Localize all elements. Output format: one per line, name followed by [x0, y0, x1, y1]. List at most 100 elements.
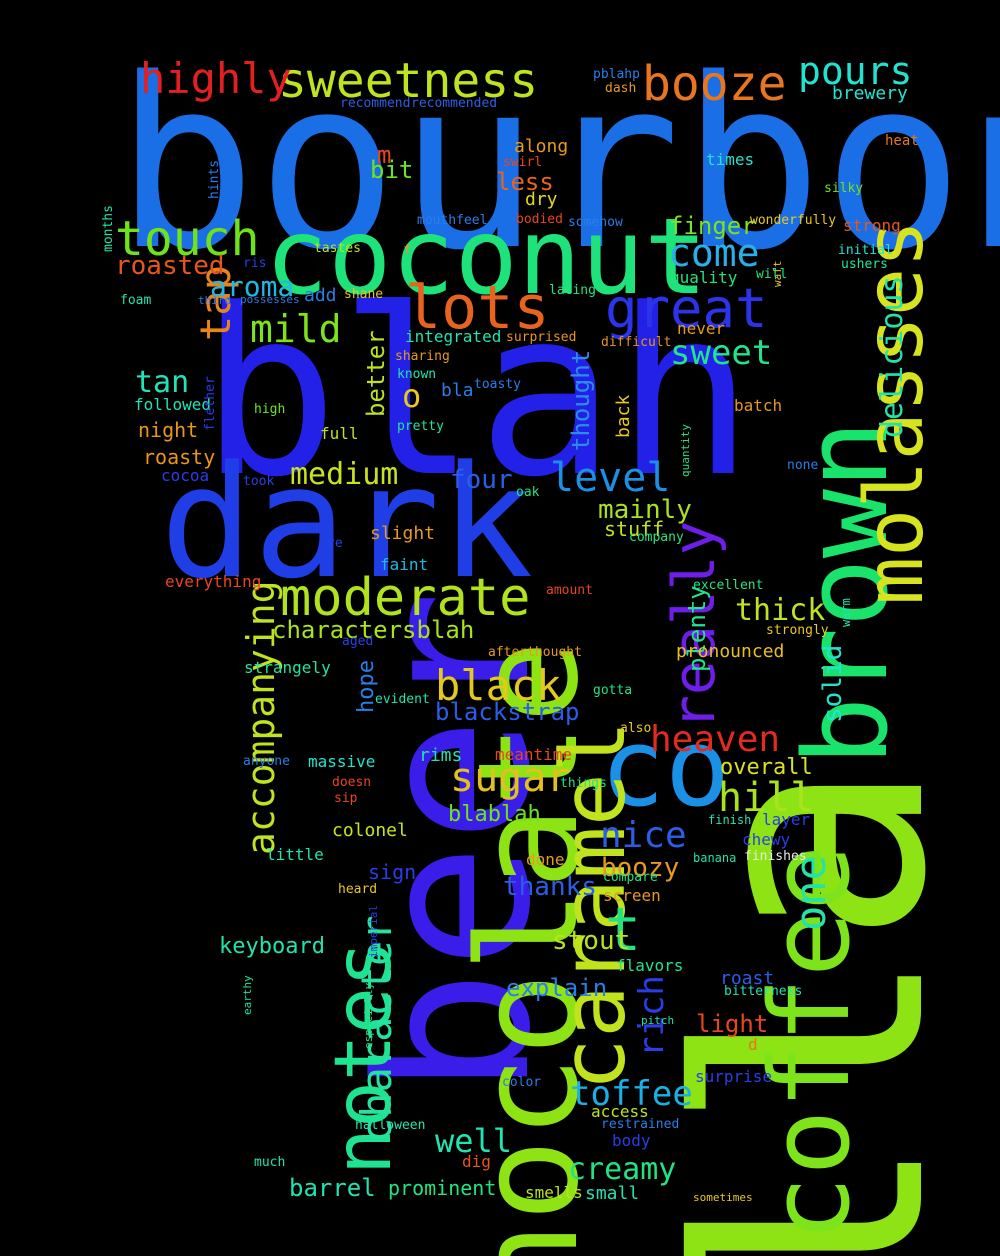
word-compare: compare	[603, 870, 658, 885]
word-sharing: sharing	[395, 349, 450, 364]
word-full: full	[320, 424, 359, 443]
word-pretty: pretty	[397, 419, 444, 434]
word-well: well	[435, 1122, 513, 1160]
word-medium: medium	[290, 457, 399, 492]
word-bit: bit	[370, 156, 414, 184]
word-imperial: imperial	[367, 905, 380, 958]
word-surprise: surprise	[695, 1067, 773, 1086]
word-none: none	[787, 458, 819, 473]
word-roasty: roasty	[143, 445, 216, 469]
word-earthy: earthy	[241, 975, 254, 1015]
word-thick: thick	[735, 593, 826, 628]
word-pitch: pitch	[641, 1014, 675, 1027]
word-hints: hints	[207, 159, 222, 199]
word-access: access	[591, 1102, 649, 1121]
word-touch: touch	[115, 211, 260, 267]
word-recommended: recommended	[411, 96, 498, 111]
word-ris: ris	[243, 256, 267, 271]
word-ushers: ushers	[841, 257, 888, 272]
word-lacing: lacing	[549, 283, 596, 298]
word-shane: shane	[344, 287, 384, 302]
word-thanks: thanks	[503, 872, 597, 902]
word-faint: faint	[380, 555, 429, 574]
word-heard: heard	[338, 882, 378, 897]
word-quantity: quantity	[679, 424, 692, 477]
word-heaven: heaven	[650, 719, 781, 760]
word-never: never	[677, 319, 726, 338]
word-roasted: roasted	[115, 251, 225, 281]
word-coconut: coconut	[265, 196, 708, 318]
word-heat: heat	[885, 133, 919, 149]
word-along: along	[514, 136, 569, 157]
word-color: color	[502, 1075, 542, 1090]
word-meantime: meantime	[495, 745, 573, 764]
word-sip: sip	[334, 791, 358, 806]
word-strong: strong	[843, 216, 901, 235]
word-cocoa: cocoa	[161, 466, 210, 485]
word-strongly: strongly	[766, 623, 829, 638]
word-solid: solid	[818, 644, 848, 723]
word-especially: especially	[362, 982, 375, 1049]
word-stout: stout	[552, 926, 631, 956]
word-f: f	[403, 243, 411, 258]
word-strangely: strangely	[244, 658, 331, 677]
word-banana: banana	[693, 851, 737, 865]
word-moderate: moderate	[280, 568, 531, 628]
word-followed: followed	[134, 395, 212, 414]
word-lots: lots	[405, 273, 550, 343]
word-integrated: integrated	[405, 327, 502, 346]
word-also: also	[620, 721, 652, 736]
word-gotta: gotta	[593, 683, 633, 698]
word-months: months	[101, 205, 116, 252]
word-finishes: finishes	[744, 849, 807, 864]
word-foam: foam	[120, 293, 152, 308]
word-four: four	[450, 465, 513, 495]
word-quality: quality	[670, 268, 738, 287]
word-barrel: barrel	[289, 1174, 376, 1202]
word-small: small	[585, 1183, 640, 1204]
word-little: little	[266, 845, 324, 864]
word-oak: oak	[516, 485, 540, 500]
word-t: t	[605, 895, 642, 965]
word-sweetness: sweetness	[278, 53, 539, 109]
word-back: back	[613, 394, 634, 438]
word-third: third	[198, 294, 232, 307]
word-come: come	[668, 231, 760, 275]
word-highly: highly	[140, 54, 292, 103]
word-sugar: sugar	[450, 755, 571, 801]
word-rims: rims	[419, 745, 463, 766]
word-aged: aged	[342, 634, 374, 649]
word-evident: evident	[375, 692, 430, 707]
word-body: body	[612, 1131, 651, 1150]
word-sign: sign	[368, 860, 417, 884]
word-layer: layer	[762, 810, 811, 829]
word-one: one	[786, 855, 835, 931]
word-batch: batch	[734, 396, 783, 415]
word-high: high	[254, 402, 286, 417]
word-dig: dig	[462, 1152, 491, 1171]
word-will: will	[756, 267, 788, 282]
word-stuff: stuff	[604, 517, 665, 541]
word-aroma: aroma	[210, 270, 295, 303]
word-wonderfully: wonderfully	[750, 213, 837, 228]
word-done: done	[526, 850, 565, 869]
word-booze: booze	[642, 56, 787, 112]
word-roast: roast	[720, 968, 775, 989]
word-dry: dry	[525, 189, 558, 210]
word-creamy: creamy	[568, 1152, 677, 1187]
word-better: better	[362, 330, 390, 417]
word-excellent: excellent	[693, 578, 764, 593]
word-massive: massive	[308, 752, 376, 771]
word-possesses: possesses	[240, 293, 300, 306]
word-restrained: restrained	[601, 1117, 680, 1132]
word-bla: bla	[441, 380, 474, 401]
word-delicious: delicious	[875, 275, 910, 438]
word-hill: hill	[718, 775, 815, 821]
word-bourbon: bourbon	[115, 29, 1000, 302]
word-black: black	[435, 661, 562, 710]
word-smells: smells	[525, 1183, 583, 1202]
word-pblahp: pblahp	[593, 67, 640, 82]
word-explain: explain	[506, 974, 608, 1002]
word-much: much	[254, 1155, 286, 1170]
